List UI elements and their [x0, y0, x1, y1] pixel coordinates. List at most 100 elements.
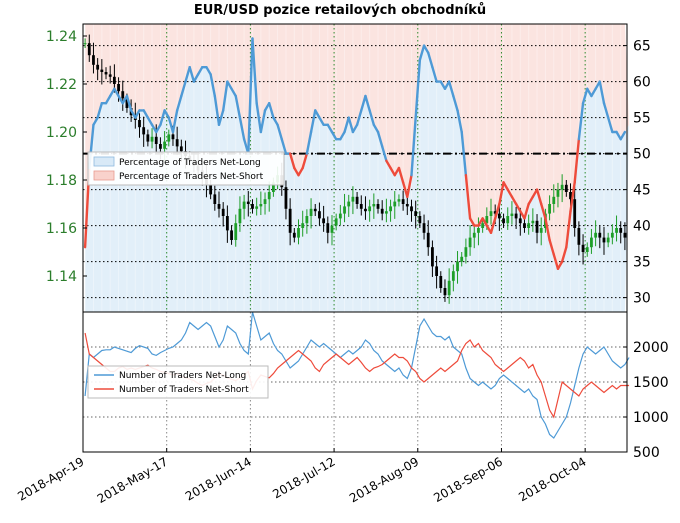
candle-body [418, 216, 422, 224]
pct-line-segment [498, 181, 505, 206]
candle-body [401, 199, 405, 204]
pct-line-segment [619, 130, 627, 141]
candle-body [569, 192, 572, 200]
legend-swatch-net-short-pct [93, 170, 115, 181]
candle-body [167, 134, 171, 142]
pct-line-segment [385, 159, 392, 170]
pct-line-segment [205, 65, 212, 76]
pct-line-segment [527, 195, 535, 206]
candle-body [623, 232, 627, 238]
pct-line-segment [217, 109, 225, 127]
candle-body [460, 256, 464, 262]
candle-body [610, 232, 614, 238]
pct-line-segment [134, 109, 141, 119]
candle-body [393, 201, 397, 207]
right-tick-label: 60 [633, 75, 651, 91]
candle-body [213, 194, 217, 204]
right-tick-label: 35 [633, 255, 651, 271]
right-tick-label: 30 [633, 291, 651, 307]
pct-line-segment [146, 116, 154, 127]
left-tick-label: 1.24 [46, 29, 77, 45]
top-legend-box [87, 151, 285, 186]
pct-line-segment [196, 65, 204, 76]
pct-line-segment [171, 109, 179, 134]
pct-line-segment [234, 94, 242, 119]
pct-line-segment [301, 152, 309, 170]
candle-body [146, 134, 150, 142]
right-tick-label: 65 [633, 39, 651, 55]
pct-line-segment [452, 94, 459, 112]
x-tick-label: 2018-Apr-19 [15, 454, 86, 503]
candle-body [121, 91, 125, 99]
candle-body [397, 199, 401, 202]
candle-body [493, 211, 497, 214]
candle-body [288, 208, 292, 233]
candle-body [527, 223, 531, 228]
pct-line-segment [565, 209, 572, 249]
pct-line-segment [129, 109, 137, 119]
net-long-area [85, 38, 630, 313]
candle-body [456, 261, 459, 272]
pct-line-segment [464, 173, 472, 220]
candle-body [267, 192, 271, 200]
candle-body [431, 247, 434, 267]
pct-line-segment [360, 94, 367, 112]
pct-line-segment [506, 188, 514, 199]
candle-body [560, 184, 564, 190]
chart-title: EUR/USD pozice retailových obchodníků [193, 3, 487, 18]
candle-body [389, 206, 392, 212]
bottom-legend: Number of Traders Net-Long Number of Trad… [87, 365, 269, 399]
pct-line-segment [251, 37, 258, 105]
candle-body [372, 204, 376, 207]
pct-line-segment [397, 166, 405, 184]
candle-body [246, 201, 250, 204]
candle-body [477, 228, 480, 233]
candle-body [309, 208, 313, 216]
candle-body [405, 204, 409, 207]
pct-line-segment [389, 166, 396, 177]
candle-body [242, 201, 246, 209]
candle-body [338, 213, 342, 219]
candle-body [355, 196, 359, 204]
pct-line-segment [447, 80, 455, 98]
bottom-right-tick-label: 1000 [633, 410, 669, 426]
candle-body [585, 247, 589, 252]
x-tick-label: 2018-Oct-04 [516, 454, 588, 504]
candle-body [359, 204, 363, 209]
bottom-legend-box [87, 365, 269, 399]
candle-body [598, 232, 602, 238]
x-tick-label: 2018-Jun-14 [183, 454, 254, 503]
candle-body [305, 216, 309, 224]
candle-body [87, 43, 91, 56]
candle-body [523, 223, 526, 228]
candle-body [384, 211, 388, 214]
top-legend: Percentage of Traders Net-Long Percentage… [87, 151, 285, 186]
pct-line-segment [339, 130, 346, 141]
pct-line-segment [355, 109, 363, 127]
candle-body [368, 206, 372, 212]
right-tick-label: 45 [633, 183, 651, 199]
candle-body [581, 244, 585, 252]
pct-line-segment [556, 260, 564, 270]
pct-line-segment [209, 73, 217, 98]
pct-line-segment [272, 116, 279, 127]
pct-line-segment [502, 181, 509, 191]
pct-line-segment [318, 116, 325, 127]
candle-body [159, 144, 162, 149]
pct-line-segment [510, 195, 518, 206]
pct-line-segment [159, 109, 166, 127]
candle-body [606, 237, 610, 243]
pct-line-segment [477, 217, 484, 227]
pct-line-segment [427, 51, 434, 69]
candle-body [255, 206, 259, 209]
candle-body [531, 220, 535, 224]
pct-line-segment [418, 44, 426, 62]
pct-line-segment [92, 116, 99, 127]
pct-line-segment [309, 109, 317, 134]
candle-body [481, 223, 485, 228]
candle-body [322, 218, 326, 224]
candle-body [364, 208, 367, 212]
candle-body [594, 232, 598, 238]
pct-line-segment [535, 188, 543, 206]
candle-body [313, 208, 317, 212]
